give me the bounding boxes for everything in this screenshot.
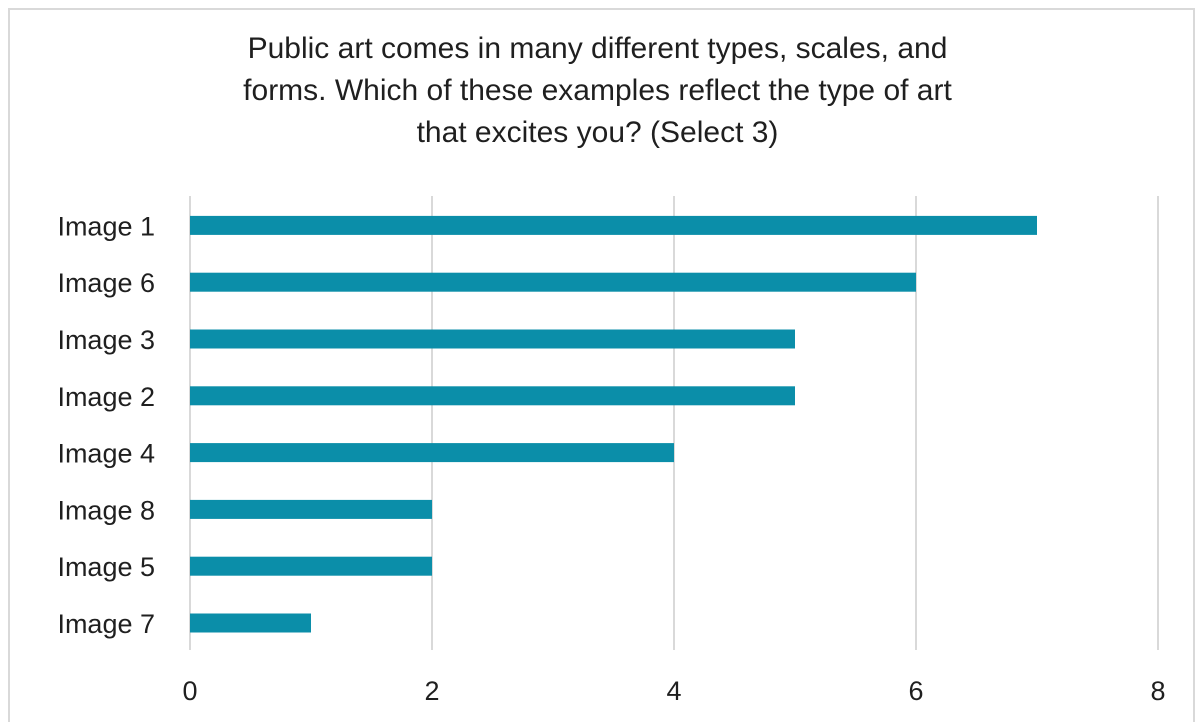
bars (190, 216, 1037, 633)
category-label: Image 6 (57, 268, 155, 298)
category-label: Image 1 (57, 211, 155, 241)
category-labels: Image 1 Image 6 Image 3 Image 2 Image 4 Image… (57, 211, 155, 639)
category-label: Image 8 (57, 495, 155, 525)
x-axis-tick-labels: 0 2 4 6 8 (182, 676, 1165, 706)
bar-image-3 (190, 330, 795, 349)
category-label: Image 4 (57, 439, 155, 469)
bar-image-7 (190, 614, 311, 633)
bar-image-5 (190, 557, 432, 576)
bar-image-8 (190, 500, 432, 519)
x-tick-label: 0 (182, 676, 197, 706)
bar-image-1 (190, 216, 1037, 235)
category-label: Image 3 (57, 325, 155, 355)
bar-image-2 (190, 386, 795, 405)
x-tick-label: 8 (1150, 676, 1165, 706)
category-label: Image 2 (57, 382, 155, 412)
x-tick-label: 6 (908, 676, 923, 706)
x-tick-label: 4 (666, 676, 681, 706)
bar-image-6 (190, 273, 916, 292)
gridlines (190, 196, 1158, 650)
x-tick-label: 2 (424, 676, 439, 706)
category-label: Image 7 (57, 609, 155, 639)
bar-image-4 (190, 443, 674, 462)
category-label: Image 5 (57, 552, 155, 582)
